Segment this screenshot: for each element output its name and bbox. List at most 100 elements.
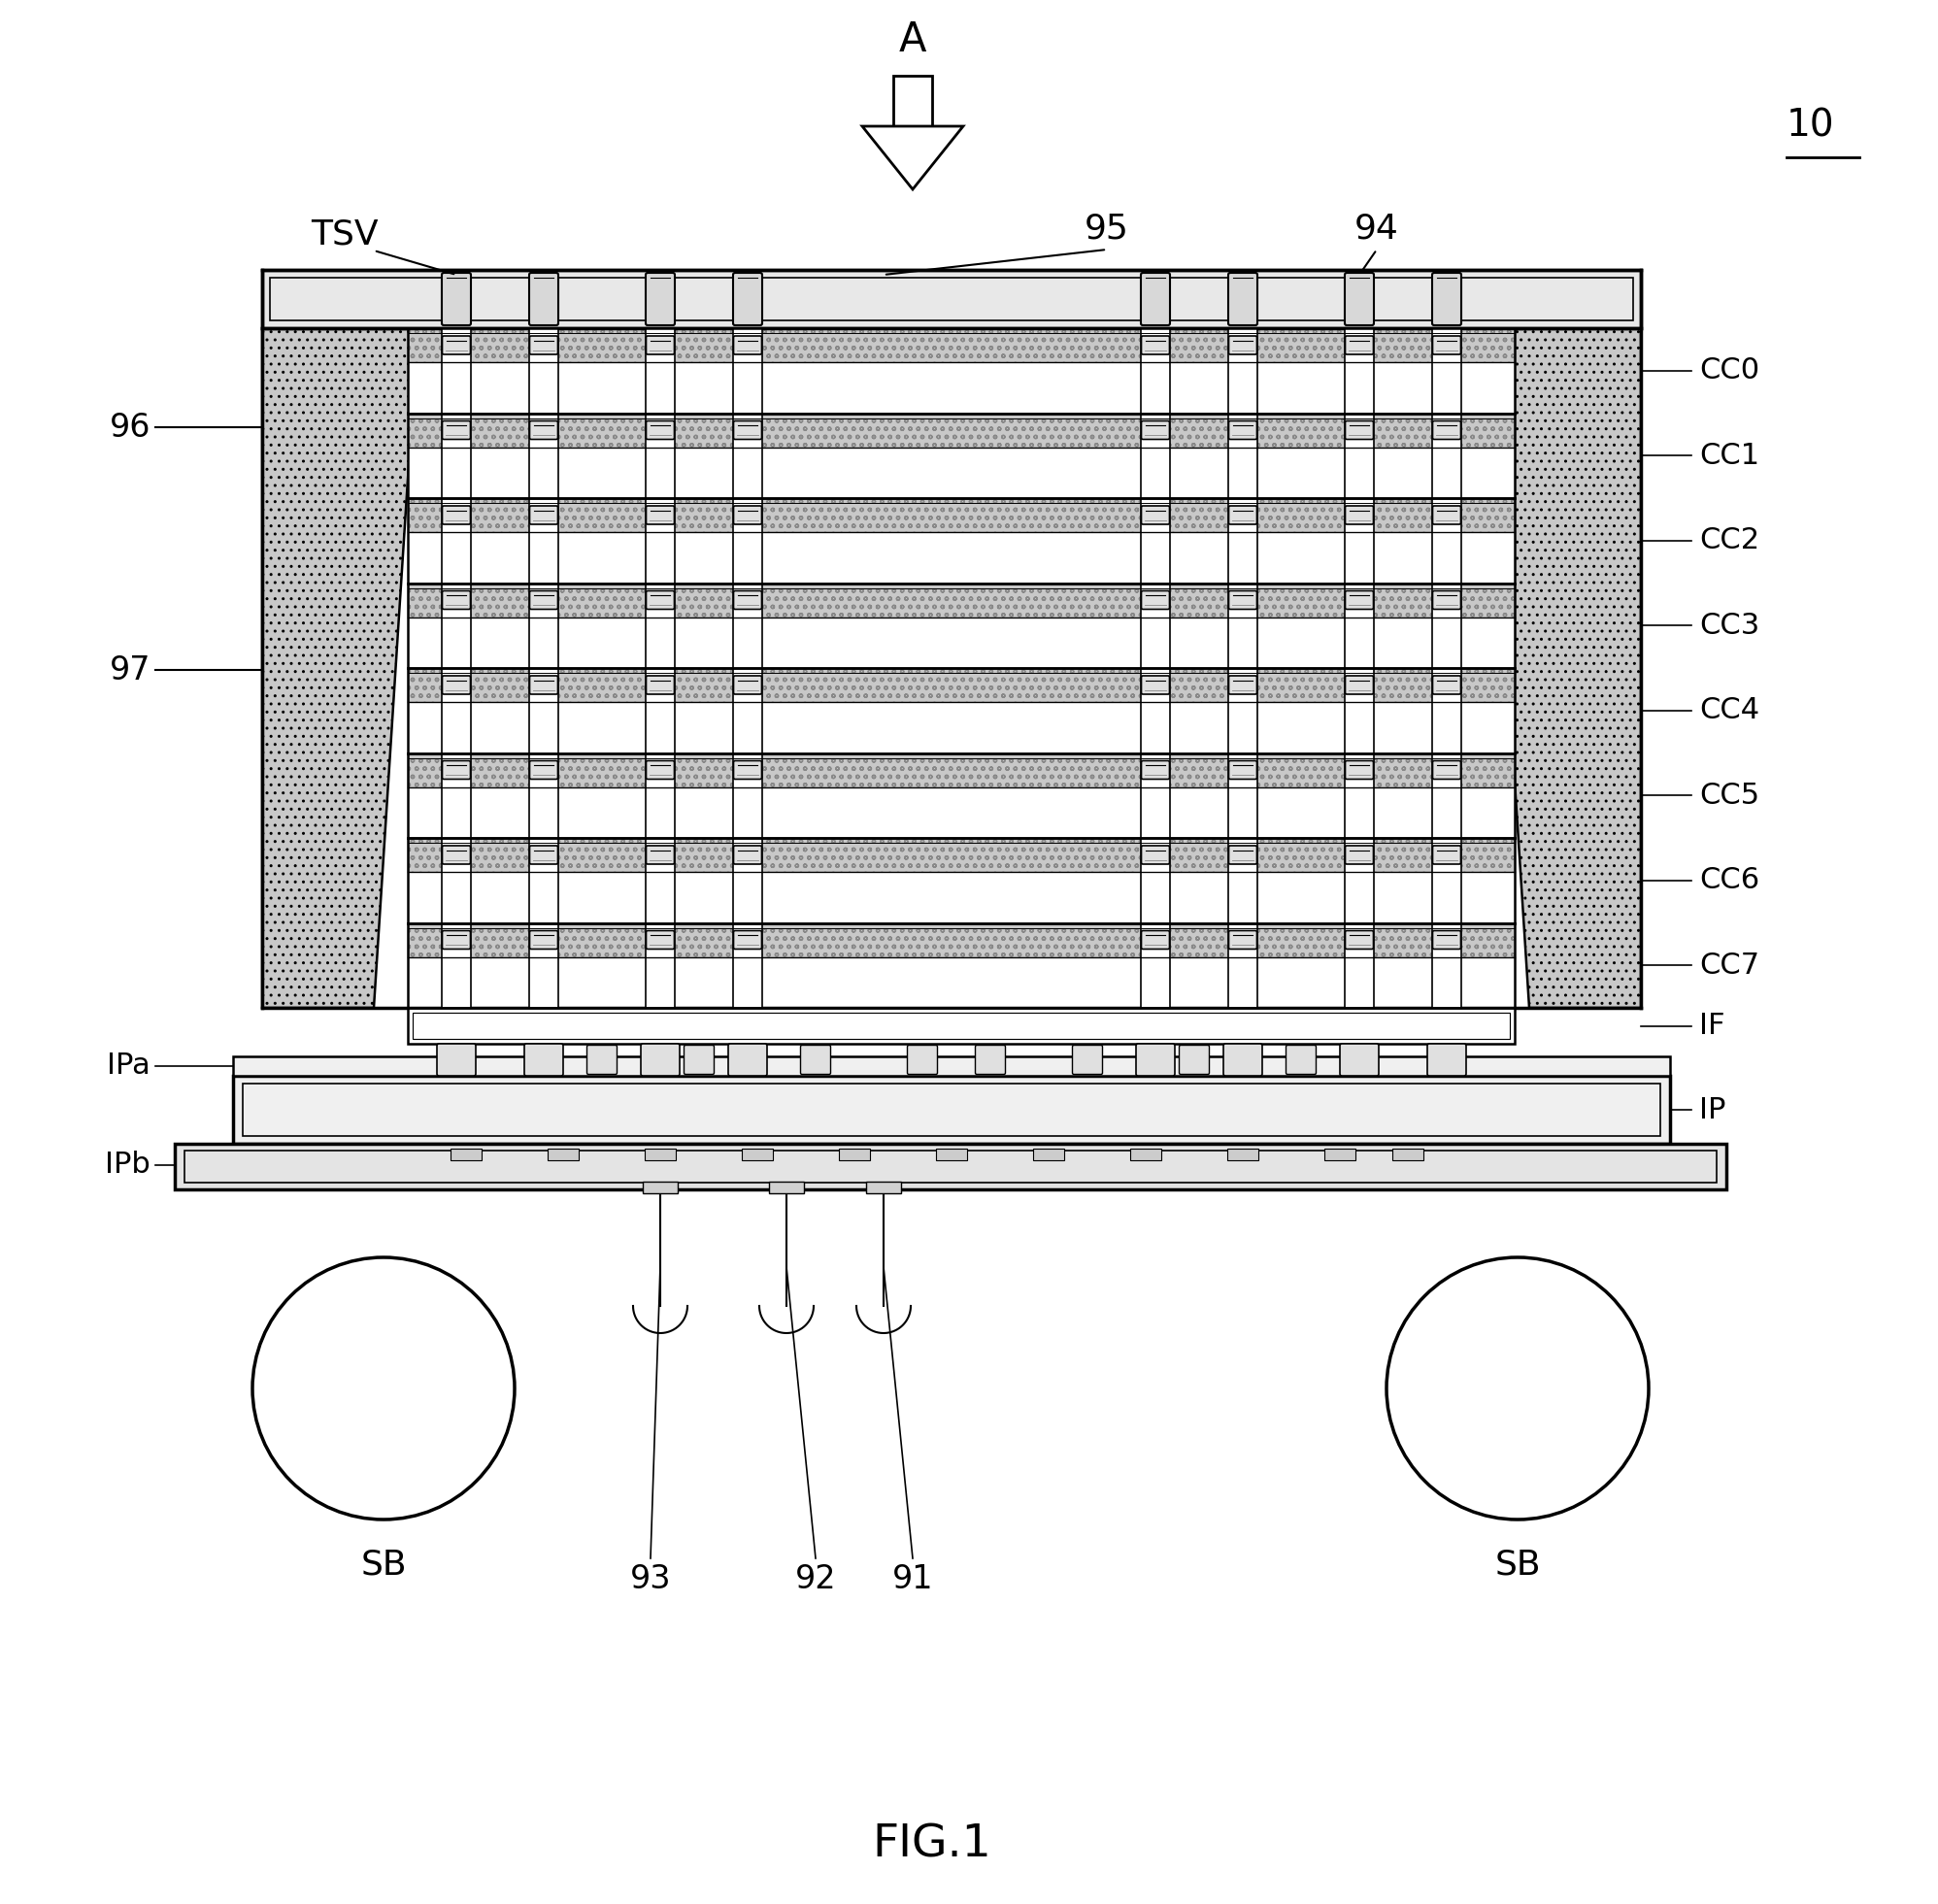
Text: SB: SB <box>360 1548 407 1582</box>
Bar <box>184 1150 1717 1182</box>
FancyBboxPatch shape <box>1141 590 1169 609</box>
FancyBboxPatch shape <box>645 845 674 864</box>
FancyBboxPatch shape <box>975 1045 1006 1074</box>
FancyBboxPatch shape <box>529 272 558 326</box>
FancyBboxPatch shape <box>735 931 762 948</box>
FancyBboxPatch shape <box>735 590 762 609</box>
FancyBboxPatch shape <box>684 1045 713 1074</box>
Bar <box>269 278 1634 320</box>
FancyBboxPatch shape <box>645 272 674 326</box>
FancyBboxPatch shape <box>1141 762 1169 779</box>
FancyBboxPatch shape <box>442 931 471 948</box>
Text: 93: 93 <box>630 1563 671 1596</box>
FancyBboxPatch shape <box>645 421 674 440</box>
FancyBboxPatch shape <box>442 272 471 326</box>
FancyBboxPatch shape <box>1141 421 1169 440</box>
Bar <box>407 923 1516 958</box>
FancyBboxPatch shape <box>1432 676 1461 695</box>
FancyBboxPatch shape <box>1432 272 1461 326</box>
Text: IF: IF <box>1700 1011 1725 1040</box>
FancyBboxPatch shape <box>1432 762 1461 779</box>
Circle shape <box>1386 1257 1649 1519</box>
Bar <box>1391 1148 1422 1160</box>
FancyBboxPatch shape <box>529 845 558 864</box>
Bar <box>407 327 1516 362</box>
FancyBboxPatch shape <box>1432 931 1461 948</box>
FancyBboxPatch shape <box>735 762 762 779</box>
FancyBboxPatch shape <box>735 506 762 524</box>
FancyBboxPatch shape <box>529 590 558 609</box>
FancyBboxPatch shape <box>645 590 674 609</box>
Bar <box>242 1083 1661 1137</box>
Bar <box>407 668 1516 703</box>
Bar <box>866 1182 901 1194</box>
Bar <box>407 838 1516 872</box>
Bar <box>733 327 762 1007</box>
FancyBboxPatch shape <box>733 272 762 326</box>
FancyBboxPatch shape <box>525 1043 564 1076</box>
Text: CC2: CC2 <box>1700 527 1760 554</box>
FancyBboxPatch shape <box>1141 676 1169 695</box>
Bar <box>407 499 1516 531</box>
FancyBboxPatch shape <box>442 421 471 440</box>
Bar <box>407 447 1516 499</box>
Bar <box>407 1007 1516 1043</box>
FancyBboxPatch shape <box>1345 335 1374 354</box>
Bar <box>413 1013 1510 1040</box>
Bar <box>1227 1148 1258 1160</box>
FancyBboxPatch shape <box>1229 845 1258 864</box>
Text: 92: 92 <box>795 1563 837 1596</box>
FancyBboxPatch shape <box>442 590 471 609</box>
Bar <box>407 583 1516 617</box>
Bar <box>233 1057 1671 1076</box>
Bar <box>1033 1148 1064 1160</box>
Text: 10: 10 <box>1787 107 1835 143</box>
FancyBboxPatch shape <box>907 1045 938 1074</box>
FancyBboxPatch shape <box>1432 590 1461 609</box>
FancyBboxPatch shape <box>442 506 471 524</box>
FancyBboxPatch shape <box>587 1045 616 1074</box>
FancyBboxPatch shape <box>729 1043 767 1076</box>
FancyBboxPatch shape <box>1432 506 1461 524</box>
FancyBboxPatch shape <box>1345 676 1374 695</box>
Text: CC0: CC0 <box>1700 356 1760 385</box>
Bar <box>839 1148 870 1160</box>
Bar <box>233 1076 1671 1144</box>
FancyBboxPatch shape <box>641 1043 680 1076</box>
Text: 91: 91 <box>891 1563 934 1596</box>
Bar <box>1345 327 1374 1007</box>
FancyBboxPatch shape <box>735 676 762 695</box>
Text: CC1: CC1 <box>1700 442 1760 470</box>
Text: CC5: CC5 <box>1700 781 1760 809</box>
FancyBboxPatch shape <box>1345 272 1374 326</box>
FancyBboxPatch shape <box>645 762 674 779</box>
FancyBboxPatch shape <box>442 676 471 695</box>
Text: SB: SB <box>1494 1548 1541 1582</box>
FancyBboxPatch shape <box>529 676 558 695</box>
FancyBboxPatch shape <box>645 506 674 524</box>
FancyBboxPatch shape <box>1141 506 1169 524</box>
Bar <box>529 327 558 1007</box>
FancyBboxPatch shape <box>529 506 558 524</box>
Bar <box>936 1148 967 1160</box>
Text: IPa: IPa <box>107 1053 151 1080</box>
FancyBboxPatch shape <box>1345 845 1374 864</box>
Bar <box>407 958 1516 1007</box>
Bar <box>407 327 1516 362</box>
Polygon shape <box>1486 327 1641 1007</box>
FancyBboxPatch shape <box>1426 1043 1467 1076</box>
FancyBboxPatch shape <box>1345 762 1374 779</box>
Bar <box>1229 327 1258 1007</box>
Bar <box>407 786 1516 838</box>
FancyBboxPatch shape <box>1229 590 1258 609</box>
FancyBboxPatch shape <box>735 335 762 354</box>
Bar <box>548 1148 579 1160</box>
FancyBboxPatch shape <box>1229 762 1258 779</box>
FancyBboxPatch shape <box>442 845 471 864</box>
Bar <box>407 617 1516 668</box>
FancyBboxPatch shape <box>529 421 558 440</box>
Bar <box>1130 1148 1161 1160</box>
FancyBboxPatch shape <box>529 335 558 354</box>
FancyBboxPatch shape <box>645 931 674 948</box>
FancyBboxPatch shape <box>1432 335 1461 354</box>
